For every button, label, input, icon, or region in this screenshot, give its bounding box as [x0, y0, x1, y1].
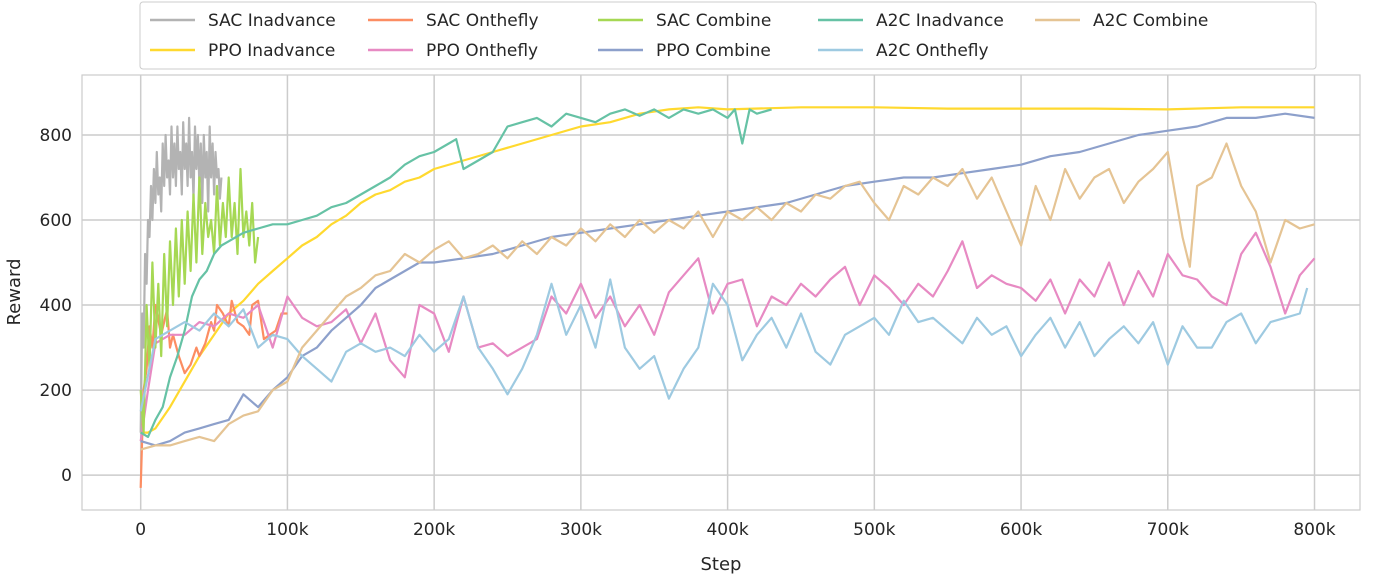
legend-label: SAC Inadvance — [208, 11, 336, 31]
legend-label: A2C Inadvance — [876, 11, 1004, 31]
x-tick-label: 0 — [135, 520, 146, 540]
legend-label: A2C Onthefly — [876, 41, 989, 61]
plot-area — [81, 74, 1361, 511]
y-tick-label: 200 — [40, 381, 72, 401]
x-tick-label: 200k — [413, 520, 455, 540]
series-line-sac-combine — [139, 167, 260, 434]
y-axis-label: Reward — [4, 258, 25, 325]
y-tick-label: 600 — [40, 211, 72, 231]
legend: SAC Inadvance PPO Inadvance SAC Onthefly PP… — [139, 1, 1317, 70]
x-axis-label: Step — [701, 554, 742, 575]
x-tick-label: 700k — [1147, 520, 1189, 540]
x-tick-label: 300k — [560, 520, 602, 540]
y-tick-label: 0 — [61, 466, 72, 486]
legend-label: PPO Inadvance — [208, 41, 335, 61]
series-line-a2c-onthefly — [139, 278, 1309, 412]
series-line-a2c-combine — [140, 142, 1315, 451]
x-tick-label: 600k — [1000, 520, 1042, 540]
x-tick-label: 100k — [266, 520, 308, 540]
series-line-ppo-combine — [140, 112, 1315, 447]
x-tick-label: 800k — [1293, 520, 1335, 540]
y-tick-label: 800 — [40, 126, 72, 146]
legend-label: SAC Combine — [656, 11, 771, 31]
x-tick-label: 400k — [706, 520, 748, 540]
legend-label: PPO Combine — [656, 41, 771, 61]
x-tick-label: 500k — [853, 520, 895, 540]
y-tick-label: 400 — [40, 296, 72, 316]
legend-box — [139, 1, 1317, 70]
series-line-a2c-inadvance — [140, 108, 772, 438]
series-line-ppo-onthefly — [139, 231, 1316, 442]
legend-label: PPO Onthefly — [426, 41, 538, 61]
series-line-sac-inadvance — [139, 116, 223, 433]
legend-label: A2C Combine — [1093, 11, 1208, 31]
series-line-ppo-inadvance — [140, 106, 1315, 434]
legend-label: SAC Onthefly — [426, 11, 539, 31]
